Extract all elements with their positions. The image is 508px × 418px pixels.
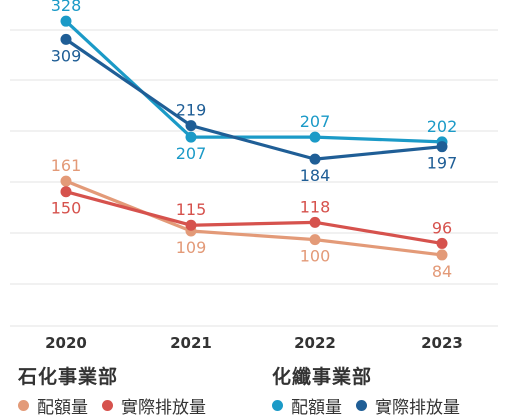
x-tick-label: 2022: [294, 334, 336, 352]
data-label: 207: [176, 144, 207, 163]
legend-fiber: 化纖事業部 配額量 實際排放量: [272, 362, 474, 418]
legend-marker: [272, 400, 283, 411]
legend-item-actual: 實際排放量: [102, 393, 206, 418]
x-tick-label: 2020: [45, 334, 87, 352]
x-axis-ticks: 2020 2021 2022 2023: [45, 334, 463, 352]
legend-label: 實際排放量: [121, 398, 206, 418]
data-point: [309, 216, 321, 228]
data-point: [309, 131, 321, 143]
data-label: 96: [432, 218, 452, 237]
data-label: 197: [427, 154, 458, 173]
data-label: 184: [300, 166, 331, 185]
legend-marker: [356, 400, 367, 411]
data-label: 118: [300, 197, 331, 216]
data-label: 219: [176, 101, 207, 120]
series-line: [64, 190, 444, 246]
legend-item-quota: 配額量: [272, 393, 342, 418]
data-point: [60, 33, 72, 45]
data-label: 309: [51, 46, 82, 65]
series-2: 161 109 100 84: [51, 156, 452, 281]
data-point: [185, 120, 197, 132]
legend-group-title: 化纖事業部: [272, 366, 373, 388]
data-label: 150: [51, 199, 82, 218]
legend-item-quota: 配額量: [18, 393, 88, 418]
data-point: [60, 175, 72, 187]
legend-marker: [18, 400, 29, 411]
legend-label: 配額量: [37, 398, 88, 418]
legend-item-actual: 實際排放量: [356, 393, 460, 418]
x-tick-label: 2023: [421, 334, 463, 352]
data-point: [185, 219, 197, 231]
data-label: 202: [427, 117, 458, 136]
series-line: [64, 179, 444, 257]
data-point: [185, 131, 197, 143]
data-label: 100: [300, 247, 331, 266]
data-point: [60, 15, 72, 27]
x-tick-label: 2021: [170, 334, 212, 352]
gridlines: [10, 29, 498, 327]
legend-group-title: 石化事業部: [18, 366, 119, 388]
series-3: 150 115 118 96: [51, 186, 452, 249]
data-point: [436, 237, 448, 249]
data-point: [309, 234, 321, 246]
series-line: [64, 19, 444, 144]
data-label: 84: [432, 262, 452, 281]
legend-marker: [102, 400, 113, 411]
data-label: 161: [51, 156, 82, 175]
line-chart: 2020 2021 2022 2023 328 207 207 202 309 219 184 197…: [10, 0, 498, 352]
legend-label: 實際排放量: [375, 398, 460, 418]
data-label: 207: [300, 112, 331, 131]
legend-petrochem: 石化事業部 配額量 實際排放量: [18, 362, 220, 418]
data-label: 328: [51, 0, 82, 15]
data-point: [60, 186, 72, 198]
series-0: 328 207 207 202: [51, 0, 458, 163]
series-line: [64, 37, 444, 161]
series-1: 309 219 184 197: [51, 33, 458, 185]
data-label: 115: [176, 200, 207, 219]
legend-label: 配額量: [291, 398, 342, 418]
legend-row: 配額量 實際排放量: [18, 393, 220, 418]
legend-row: 配額量 實際排放量: [272, 393, 474, 418]
data-point: [436, 249, 448, 261]
data-point: [309, 153, 321, 165]
data-point: [436, 141, 448, 153]
data-label: 109: [176, 238, 207, 257]
